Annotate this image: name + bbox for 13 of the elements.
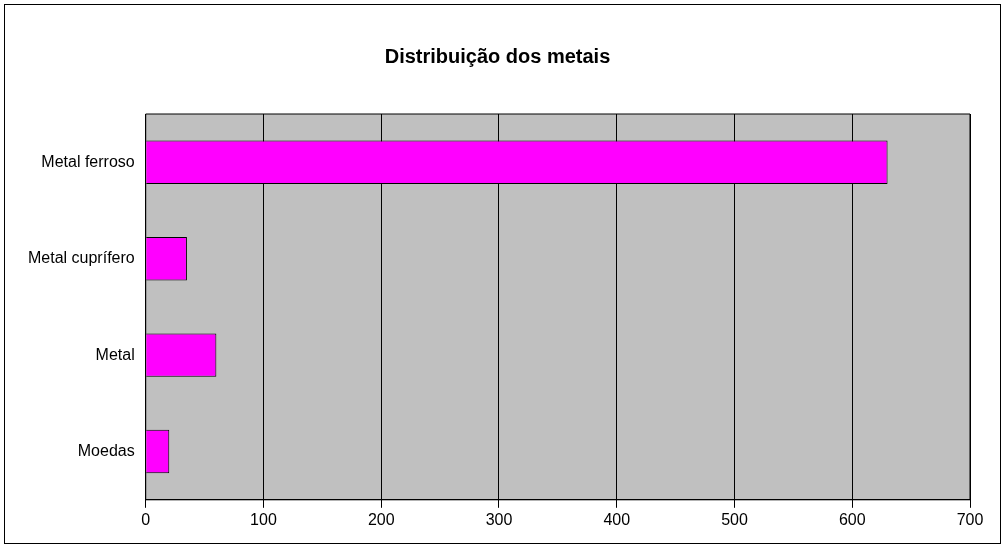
x-tick-label: 700	[956, 510, 984, 528]
x-tick-label: 0	[141, 510, 151, 528]
x-tick-label: 300	[485, 510, 513, 528]
x-tick-label: 100	[250, 510, 277, 528]
chart-title: Distribuição dos metais	[384, 44, 611, 67]
y-tick-label: Metal cuprífero	[27, 249, 135, 267]
x-tick-label: 500	[721, 510, 748, 528]
y-tick-label: Moedas	[77, 441, 135, 459]
y-tick-label: Metal	[95, 345, 135, 363]
x-tick-label: 400	[603, 510, 631, 528]
x-tick-label: 600	[838, 510, 866, 528]
y-tick-label: Metal ferroso	[41, 152, 135, 170]
x-tick-label: 200	[367, 510, 395, 528]
